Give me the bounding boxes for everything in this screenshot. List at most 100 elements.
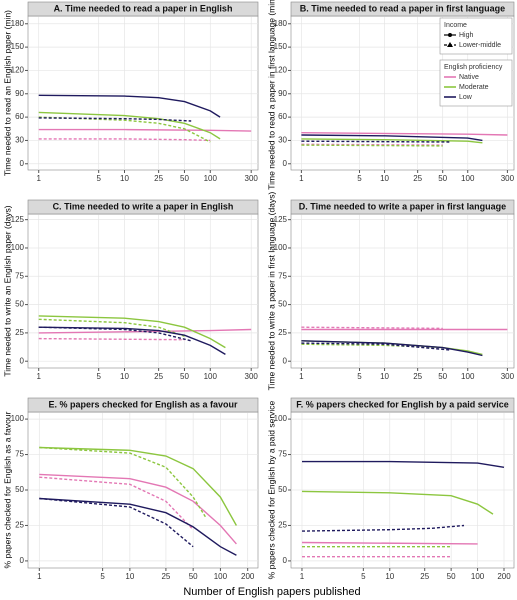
x-tick-label: 300 (245, 174, 259, 183)
plot-background (290, 213, 515, 369)
x-tick-label: 100 (461, 372, 475, 381)
x-tick-label: 25 (161, 572, 170, 581)
x-tick-label: 10 (125, 572, 134, 581)
x-tick-label: 5 (361, 572, 366, 581)
legend-symbol (447, 42, 453, 47)
fit-line (301, 138, 483, 144)
x-tick-label: 5 (96, 372, 101, 381)
y-axis-title: Time needed to read a paper in first lan… (266, 0, 276, 190)
fit-line (39, 497, 237, 556)
x-tick-label: 50 (438, 174, 447, 183)
fit-line (301, 134, 483, 142)
fit-line (38, 318, 185, 337)
x-tick-label: 50 (447, 572, 456, 581)
fit-line (38, 117, 192, 122)
fit-line (38, 138, 211, 142)
fit-line (38, 328, 252, 334)
x-tick-label: 300 (245, 372, 259, 381)
fit-line (301, 343, 443, 349)
fit-line (302, 460, 505, 468)
y-tick-label: 90 (278, 89, 287, 98)
y-axis-title: Time needed to read an English paper (mi… (2, 10, 12, 176)
x-tick-label: 100 (204, 174, 218, 183)
y-tick-label: 100 (11, 414, 25, 423)
y-tick-label: 125 (274, 215, 288, 224)
x-tick-label: 300 (501, 174, 515, 183)
x-tick-label: 25 (154, 174, 163, 183)
x-tick-label: 25 (413, 174, 422, 183)
fit-line (39, 476, 194, 531)
legend-label: Lower-middle (459, 42, 501, 49)
legend-title: Income (444, 22, 467, 29)
fit-line (39, 473, 237, 545)
fit-line (38, 94, 221, 118)
y-tick-label: 50 (15, 485, 24, 494)
fit-line (38, 111, 221, 140)
legend-label: Native (459, 74, 479, 81)
x-tick-label: 100 (461, 174, 475, 183)
x-tick-label: 10 (385, 572, 394, 581)
y-tick-label: 30 (15, 136, 24, 145)
fit-line (301, 342, 450, 351)
fit-line (38, 326, 192, 342)
x-tick-label: 5 (96, 174, 101, 183)
y-tick-label: 125 (11, 215, 25, 224)
x-tick-label: 200 (497, 572, 511, 581)
x-tick-label: 1 (299, 174, 304, 183)
y-tick-label: 75 (15, 450, 24, 459)
x-tick-label: 1 (36, 174, 41, 183)
x-tick-label: 25 (154, 372, 163, 381)
x-tick-label: 100 (214, 572, 228, 581)
fit-line (38, 326, 226, 356)
x-tick-label: 300 (501, 372, 515, 381)
x-axis-title: Number of English papers published (183, 586, 360, 598)
y-tick-label: 90 (15, 89, 24, 98)
fit-line (301, 132, 508, 136)
y-tick-label: 0 (20, 556, 25, 565)
y-tick-label: 75 (278, 450, 287, 459)
y-tick-label: 0 (283, 356, 288, 365)
y-tick-label: 100 (274, 414, 288, 423)
fit-line (301, 340, 483, 357)
y-tick-label: 60 (278, 112, 287, 121)
x-tick-label: 5 (357, 174, 362, 183)
x-tick-label: 50 (438, 372, 447, 381)
fit-line (39, 446, 207, 519)
y-tick-label: 150 (274, 42, 288, 51)
fit-line (301, 144, 443, 147)
fit-line (39, 497, 194, 548)
y-axis-title: % papers checked for English by a paid s… (266, 400, 276, 579)
x-tick-label: 10 (380, 372, 389, 381)
y-tick-label: 100 (274, 243, 288, 252)
legend-symbol (448, 33, 452, 37)
fit-line (38, 337, 185, 341)
y-tick-label: 60 (15, 112, 24, 121)
y-tick-label: 25 (15, 328, 24, 337)
panel-title: F. % papers checked for English by a pai… (296, 399, 509, 409)
fit-line (38, 116, 211, 143)
panel-title: D. Time needed to write a paper in first… (299, 201, 506, 211)
title-strip (27, 1, 259, 17)
y-tick-label: 0 (283, 556, 288, 565)
title-strip (290, 199, 515, 215)
y-tick-label: 180 (274, 19, 288, 28)
fit-line (301, 326, 443, 330)
y-tick-label: 75 (15, 271, 24, 280)
y-tick-label: 75 (278, 271, 287, 280)
x-tick-label: 5 (100, 572, 105, 581)
panel-title: B. Time needed to read a paper in first … (300, 3, 505, 13)
y-tick-label: 0 (20, 159, 25, 168)
panel-title: A. Time needed to read a paper in Englis… (54, 3, 233, 13)
fit-line (301, 541, 478, 545)
legend-label: High (459, 32, 474, 39)
plot-background (27, 213, 259, 369)
panel-title: C. Time needed to write a paper in Engli… (53, 201, 234, 211)
title-strip (27, 199, 259, 215)
legend-box (439, 59, 513, 107)
title-strip (27, 397, 259, 413)
plot-background (27, 15, 259, 171)
y-tick-label: 50 (278, 300, 287, 309)
y-tick-label: 100 (11, 243, 25, 252)
y-tick-label: 50 (278, 485, 287, 494)
